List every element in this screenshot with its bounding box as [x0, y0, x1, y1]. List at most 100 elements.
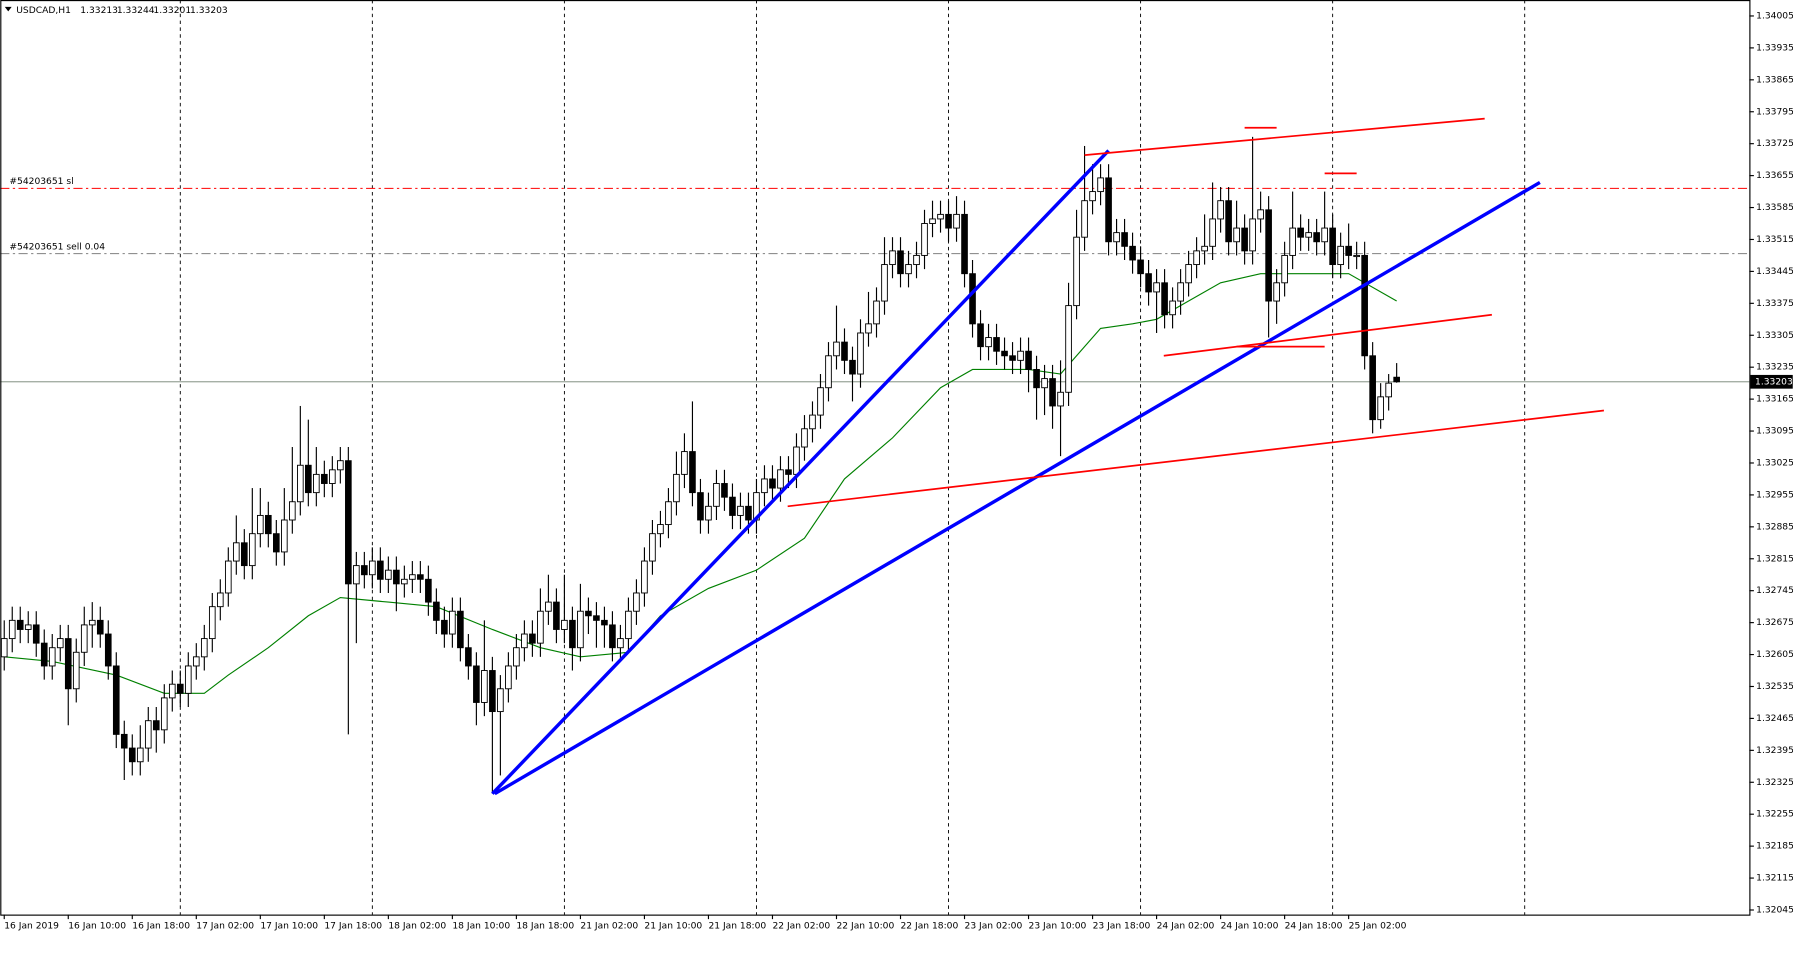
y-tick-label: 1.33375: [1756, 299, 1793, 309]
candle-body: [865, 323, 872, 334]
candle-body: [176, 683, 184, 694]
candle-body: [673, 473, 680, 503]
candle-body: [601, 619, 608, 626]
order-label: #54203651 sl: [9, 177, 73, 187]
header-price: 1.33244: [117, 6, 155, 16]
candle-body: [729, 496, 736, 516]
candle-body: [1385, 382, 1392, 398]
candle-body: [1329, 227, 1336, 266]
candle-body: [433, 601, 440, 621]
candle-body: [273, 533, 280, 553]
candle-body: [745, 505, 752, 521]
x-tick-label: 23 Jan 10:00: [1029, 921, 1087, 931]
candle-body: [465, 647, 472, 667]
candle-body: [665, 501, 672, 526]
candle-body: [289, 501, 296, 521]
candle-body: [1137, 259, 1144, 275]
candle-body: [817, 387, 824, 416]
candle-body: [633, 592, 640, 612]
candle-body: [945, 213, 952, 229]
candle-body: [793, 446, 800, 475]
candle-body: [64, 638, 72, 690]
candle-body: [1321, 227, 1328, 243]
candle-body: [240, 542, 248, 567]
candle-body: [184, 665, 192, 694]
candle-body: [577, 610, 584, 649]
y-tick-label: 1.33305: [1756, 331, 1793, 341]
candle-body: [96, 619, 104, 635]
candle-body: [457, 610, 464, 649]
menu-triangle[interactable]: [4, 6, 12, 12]
candle-body: [721, 483, 728, 498]
x-tick-label: 25 Jan 02:00: [1349, 921, 1407, 931]
candle-body: [553, 601, 560, 630]
y-tick-label: 1.32185: [1756, 842, 1793, 852]
candle-body: [128, 747, 136, 763]
candle-body: [265, 514, 272, 535]
candle-body: [977, 323, 984, 348]
y-tick-label: 1.33865: [1756, 75, 1793, 85]
candle-body: [256, 514, 264, 535]
candle-body: [689, 451, 696, 494]
plot-frame: [0, 0, 1751, 916]
candle-body: [329, 469, 336, 484]
y-tick-label: 1.32395: [1756, 746, 1793, 756]
candle-body: [705, 505, 712, 521]
y-tick-label: 1.32255: [1756, 810, 1793, 820]
candle-body: [281, 519, 288, 553]
candle-body: [1041, 378, 1048, 389]
candle-body: [1017, 350, 1024, 361]
candle-body: [1241, 227, 1248, 252]
candle-body: [881, 264, 888, 302]
candle-body: [1097, 177, 1104, 193]
candle-body: [1057, 391, 1064, 407]
candle-body: [104, 633, 112, 667]
candle-body: [609, 624, 616, 649]
y-tick-label: 1.32325: [1756, 778, 1793, 788]
candle-body: [136, 747, 144, 763]
trendline: [493, 180, 1541, 796]
candle-body: [1297, 227, 1304, 238]
candle-body: [1145, 273, 1152, 293]
candle-body: [561, 619, 568, 630]
candle-body: [1009, 355, 1016, 361]
candle-body: [401, 578, 408, 585]
y-tick-label: 1.32745: [1756, 586, 1793, 596]
candle-body: [697, 492, 704, 521]
candle-body: [537, 610, 544, 644]
candle-body: [345, 460, 352, 585]
candle-body: [72, 651, 80, 690]
y-tick-label: 1.34005: [1756, 11, 1793, 21]
candle-body: [993, 337, 1000, 352]
candle-body: [0, 638, 8, 658]
x-tick-label: 16 Jan 2019: [4, 921, 59, 931]
price-box-label: 1.33203: [1755, 377, 1793, 387]
x-tick-label: 22 Jan 02:00: [772, 921, 830, 931]
candle-body: [1121, 232, 1128, 247]
candle-body: [409, 574, 416, 580]
candle-body: [681, 451, 688, 475]
x-tick-label: 17 Jan 10:00: [260, 921, 318, 931]
x-tick-label: 24 Jan 02:00: [1157, 921, 1215, 931]
candle-body: [160, 697, 168, 731]
candle-body: [313, 473, 320, 494]
candle-body: [961, 213, 968, 275]
candle-body: [937, 213, 944, 220]
candle-body: [232, 542, 240, 562]
candle-body: [641, 560, 648, 594]
y-tick-label: 1.33025: [1756, 458, 1793, 468]
candle-body: [1209, 218, 1216, 247]
candle-body: [8, 619, 16, 640]
x-tick-label: 21 Jan 18:00: [708, 921, 766, 931]
candle-body: [761, 478, 768, 494]
x-tick-label: 18 Jan 02:00: [388, 921, 446, 931]
y-tick-label: 1.33585: [1756, 203, 1793, 213]
header-price: 1.33213: [80, 6, 118, 16]
candle-body: [144, 720, 152, 749]
x-tick-label: 16 Jan 10:00: [68, 921, 126, 931]
trendline: [787, 409, 1605, 508]
x-tick-label: 17 Jan 18:00: [324, 921, 382, 931]
x-tick-label: 18 Jan 10:00: [452, 921, 510, 931]
candle-body: [497, 688, 504, 713]
